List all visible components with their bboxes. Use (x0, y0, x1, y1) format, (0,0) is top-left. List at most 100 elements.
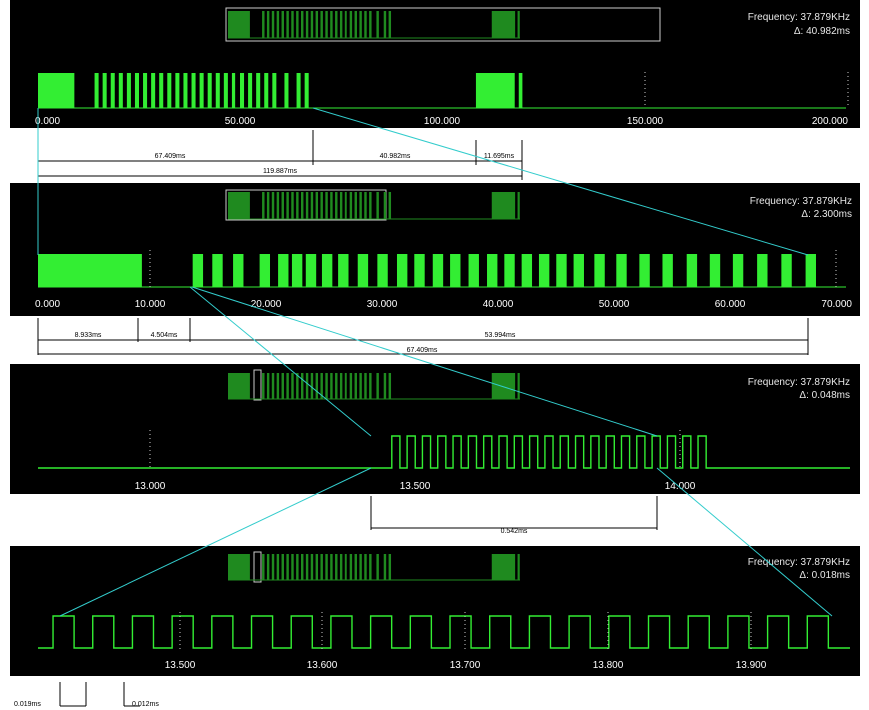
overview-pulse-1-26 (388, 11, 392, 38)
overview-pulse-3-14 (325, 373, 328, 399)
pulse-2-12 (396, 254, 408, 287)
overview-pulse-2-22 (364, 192, 367, 219)
delta-readout-4: Δ: 0.018ms (799, 570, 850, 581)
overview-pulse-2-8 (296, 192, 299, 219)
frequency-readout-2: Frequency: 37.879KHz (750, 196, 852, 207)
frequency-readout-3: Frequency: 37.879KHz (748, 377, 850, 388)
pulse-2-26 (662, 254, 673, 287)
pulse-2-3 (233, 254, 244, 287)
pulse-2-13 (414, 254, 425, 287)
overview-pulse-3-7 (291, 373, 294, 399)
pulse-1-0 (38, 73, 75, 108)
overview-pulse-4-17 (339, 554, 343, 580)
overview-pulse-4-1 (262, 554, 265, 580)
pulse-1-27 (475, 73, 515, 108)
tick-4-4: 13.900 (736, 660, 767, 671)
overview-pulse-2-10 (305, 192, 309, 219)
overview-pulse-3-1 (262, 373, 265, 399)
pulse-1-17 (223, 73, 228, 108)
tick-1-0: 0.000 (35, 116, 60, 127)
overview-pulse-1-6 (286, 11, 289, 38)
pulse-1-18 (231, 73, 236, 108)
pulse-2-28 (709, 254, 721, 287)
overview-pulse-4-13 (320, 554, 323, 580)
tick-2-4: 40.000 (483, 299, 514, 310)
pulse-2-11 (377, 254, 388, 287)
overview-pulse-3-19 (349, 373, 353, 399)
overview-pulse-4-19 (349, 554, 353, 580)
overview-pulse-2-17 (339, 192, 343, 219)
overview-pulse-3-12 (315, 373, 319, 399)
overview-pulse-4-4 (276, 554, 280, 580)
overview-pulse-1-13 (320, 11, 323, 38)
frequency-readout-4: Frequency: 37.879KHz (748, 557, 850, 568)
overview-pulse-2-27 (491, 192, 516, 219)
overview-pulse-1-16 (335, 11, 338, 38)
overview-pulse-3-18 (344, 373, 347, 399)
pulse-1-16 (215, 73, 220, 108)
overview-4 (228, 554, 520, 581)
overview-pulse-2-7 (291, 192, 294, 219)
overview-pulse-3-0 (228, 373, 250, 399)
panel-4 (10, 546, 860, 676)
overview-pulse-4-5 (281, 554, 284, 580)
delta-readout-3: Δ: 0.048ms (799, 390, 850, 401)
tick-1-1: 50.000 (225, 116, 256, 127)
overview-pulse-3-11 (310, 373, 314, 399)
overview-pulse-1-22 (364, 11, 367, 38)
overview-pulse-4-20 (354, 554, 357, 580)
pulse-1-15 (207, 73, 212, 108)
delta-readout-2: Δ: 2.300ms (801, 209, 852, 220)
panel-1 (10, 0, 860, 128)
overview-pulse-1-21 (359, 11, 362, 38)
overview-pulse-2-15 (330, 192, 333, 219)
overview-pulse-4-25 (383, 554, 387, 580)
overview-pulse-1-7 (291, 11, 294, 38)
overview-pulse-4-22 (364, 554, 367, 580)
overview-pulse-1-15 (330, 11, 333, 38)
overview-pulse-3-15 (330, 373, 333, 399)
overview-pulse-4-2 (266, 554, 270, 580)
overview-pulse-2-24 (376, 192, 379, 219)
overview-pulse-1-28 (517, 11, 520, 38)
pulse-2-2 (212, 254, 223, 287)
tick-1-2: 100.000 (424, 116, 461, 127)
pulse-1-22 (264, 73, 269, 108)
measure-1-b: 40.982ms (380, 153, 411, 160)
overview-pulse-4-0 (228, 554, 250, 580)
overview-pulse-3-26 (388, 373, 392, 399)
pulse-2-7 (305, 254, 317, 287)
pulse-2-31 (781, 254, 792, 287)
measure-1-d: 119.887ms (263, 168, 298, 175)
pulse-2-6 (291, 254, 303, 287)
overview-pulse-4-23 (369, 554, 372, 580)
tick-3-2: 14.000 (665, 481, 696, 492)
overview-pulse-3-4 (276, 373, 280, 399)
overview-pulse-1-17 (339, 11, 343, 38)
overview-pulse-1-4 (276, 11, 280, 38)
pulse-2-23 (594, 254, 605, 287)
overview-pulse-1-8 (296, 11, 299, 38)
overview-pulse-3-21 (359, 373, 362, 399)
measure-bars-2 (37, 318, 809, 355)
overview-pulse-4-18 (344, 554, 347, 580)
pulse-1-14 (199, 73, 204, 108)
overview-pulse-3-27 (491, 373, 516, 399)
overview-pulse-3-3 (271, 373, 275, 399)
overview-pulse-1-25 (383, 11, 387, 38)
overview-pulse-2-21 (359, 192, 362, 219)
overview-pulse-1-19 (349, 11, 353, 38)
overview-pulse-1-0 (228, 11, 250, 38)
measure-bars-1 (37, 130, 523, 180)
measure-2-c: 53.994ms (485, 332, 516, 339)
pulse-2-4 (259, 254, 271, 287)
measure-2-d: 67.409ms (407, 347, 438, 354)
overview-window-4 (253, 551, 262, 583)
pulse-2-16 (468, 254, 479, 287)
overview-pulse-4-7 (291, 554, 294, 580)
measure-2-b: 4.504ms (151, 332, 178, 339)
overview-pulse-1-14 (325, 11, 328, 38)
overview-pulse-2-25 (383, 192, 387, 219)
pulse-1-5 (126, 73, 131, 108)
tick-2-1: 10.000 (135, 299, 166, 310)
